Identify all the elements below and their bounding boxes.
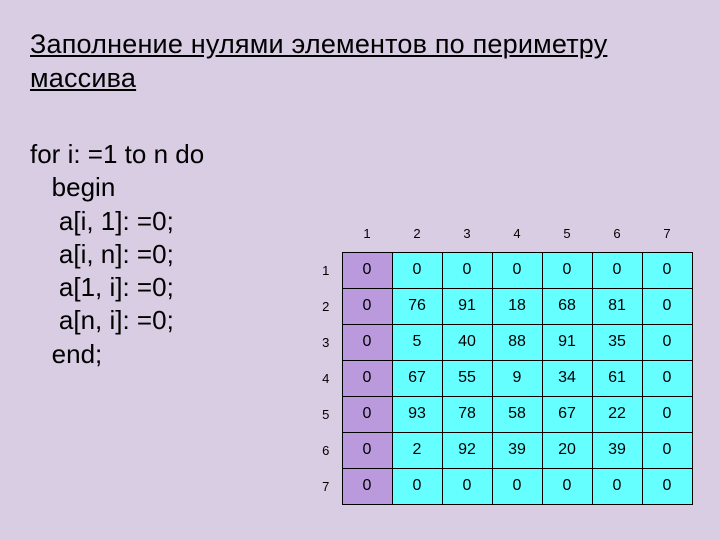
table-cell: 20 <box>542 432 592 468</box>
table-cell: 0 <box>642 360 692 396</box>
table-cell: 39 <box>492 432 542 468</box>
col-header: 6 <box>592 216 642 252</box>
table-row: 4 0 67 55 9 34 61 0 <box>310 360 692 396</box>
title-line2: массива <box>30 63 136 93</box>
table-corner <box>310 216 342 252</box>
title-line1: Заполнение нулями элементов по периметру <box>30 29 607 59</box>
table-row: 7 0 0 0 0 0 0 0 <box>310 468 692 504</box>
table-cell: 0 <box>442 252 492 288</box>
table-cell: 0 <box>342 396 392 432</box>
table-cell: 93 <box>392 396 442 432</box>
table-cell: 2 <box>392 432 442 468</box>
row-header: 3 <box>310 324 342 360</box>
col-header: 7 <box>642 216 692 252</box>
table-cell: 78 <box>442 396 492 432</box>
code-l1: for i: =1 to n do <box>30 139 204 169</box>
row-header: 5 <box>310 396 342 432</box>
table-cell: 22 <box>592 396 642 432</box>
table-cell: 0 <box>342 252 392 288</box>
table-cell: 68 <box>542 288 592 324</box>
table-cell: 0 <box>442 468 492 504</box>
table-cell: 67 <box>392 360 442 396</box>
table-cell: 0 <box>592 252 642 288</box>
row-header: 1 <box>310 252 342 288</box>
table-cell: 0 <box>342 288 392 324</box>
table-header-row: 1 2 3 4 5 6 7 <box>310 216 692 252</box>
table-cell: 0 <box>642 432 692 468</box>
row-header: 6 <box>310 432 342 468</box>
table-cell: 81 <box>592 288 642 324</box>
table-cell: 0 <box>642 288 692 324</box>
array-table: 1 2 3 4 5 6 7 1 0 0 0 0 0 0 0 2 0 76 91 … <box>310 216 693 505</box>
table-cell: 39 <box>592 432 642 468</box>
table-row: 5 0 93 78 58 67 22 0 <box>310 396 692 432</box>
table-cell: 67 <box>542 396 592 432</box>
table-cell: 0 <box>542 468 592 504</box>
row-header: 4 <box>310 360 342 396</box>
table-cell: 0 <box>342 324 392 360</box>
code-l2: begin <box>30 172 115 202</box>
table-cell: 35 <box>592 324 642 360</box>
table-cell: 0 <box>642 324 692 360</box>
table-cell: 0 <box>592 468 642 504</box>
row-header: 2 <box>310 288 342 324</box>
table-cell: 76 <box>392 288 442 324</box>
table-cell: 0 <box>342 360 392 396</box>
table-row: 2 0 76 91 18 68 81 0 <box>310 288 692 324</box>
table-cell: 55 <box>442 360 492 396</box>
table-cell: 0 <box>342 468 392 504</box>
table-cell: 0 <box>392 468 442 504</box>
table-cell: 18 <box>492 288 542 324</box>
table-cell: 0 <box>492 468 542 504</box>
table-cell: 88 <box>492 324 542 360</box>
code-l3: a[i, 1]: =0; <box>30 206 174 236</box>
table-cell: 0 <box>392 252 442 288</box>
table-cell: 0 <box>542 252 592 288</box>
code-l7: end; <box>30 339 102 369</box>
col-header: 3 <box>442 216 492 252</box>
col-header: 1 <box>342 216 392 252</box>
table-cell: 92 <box>442 432 492 468</box>
code-block: for i: =1 to n do begin a[i, 1]: =0; a[i… <box>30 138 204 371</box>
table-row: 1 0 0 0 0 0 0 0 <box>310 252 692 288</box>
code-l5: a[1, i]: =0; <box>30 272 174 302</box>
table-cell: 61 <box>592 360 642 396</box>
table-cell: 0 <box>342 432 392 468</box>
table-cell: 0 <box>642 396 692 432</box>
table-cell: 9 <box>492 360 542 396</box>
table-cell: 5 <box>392 324 442 360</box>
slide-title: Заполнение нулями элементов по периметру… <box>30 28 607 96</box>
table-row: 6 0 2 92 39 20 39 0 <box>310 432 692 468</box>
table-cell: 0 <box>642 468 692 504</box>
table-cell: 0 <box>492 252 542 288</box>
table-cell: 91 <box>542 324 592 360</box>
table-cell: 34 <box>542 360 592 396</box>
table-row: 3 0 5 40 88 91 35 0 <box>310 324 692 360</box>
col-header: 5 <box>542 216 592 252</box>
table-cell: 40 <box>442 324 492 360</box>
table-cell: 91 <box>442 288 492 324</box>
table-cell: 0 <box>642 252 692 288</box>
array-table-wrap: 1 2 3 4 5 6 7 1 0 0 0 0 0 0 0 2 0 76 91 … <box>310 216 693 505</box>
row-header: 7 <box>310 468 342 504</box>
col-header: 4 <box>492 216 542 252</box>
code-l6: a[n, i]: =0; <box>30 305 174 335</box>
col-header: 2 <box>392 216 442 252</box>
table-cell: 58 <box>492 396 542 432</box>
code-l4: a[i, n]: =0; <box>30 239 174 269</box>
